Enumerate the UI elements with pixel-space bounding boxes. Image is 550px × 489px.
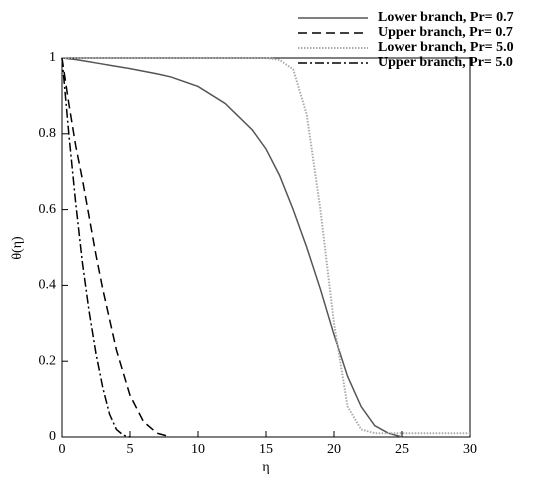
series-line bbox=[61, 57, 172, 438]
legend-label: Upper branch, Pr= 5.0 bbox=[378, 55, 513, 70]
y-tick-label: 0 bbox=[49, 429, 56, 444]
x-tick-label: 0 bbox=[59, 442, 66, 457]
x-tick-label: 10 bbox=[191, 442, 205, 457]
series-line bbox=[62, 57, 470, 435]
y-tick-label: 0.6 bbox=[39, 202, 57, 217]
series-line bbox=[61, 57, 403, 438]
legend-label: Lower branch, Pr= 0.7 bbox=[378, 10, 514, 25]
y-tick-label: 1 bbox=[49, 50, 56, 65]
legend-label: Upper branch, Pr= 0.7 bbox=[378, 25, 513, 40]
x-tick-label: 30 bbox=[463, 442, 477, 457]
y-axis-label: θ(η) bbox=[10, 236, 25, 260]
x-axis-label: η bbox=[262, 460, 269, 475]
x-tick-label: 15 bbox=[259, 442, 273, 457]
x-tick-label: 20 bbox=[327, 442, 341, 457]
y-tick-label: 0.8 bbox=[39, 126, 57, 141]
x-tick-label: 5 bbox=[127, 442, 134, 457]
y-tick-label: 0.2 bbox=[39, 353, 57, 368]
plot-frame bbox=[61, 57, 471, 438]
x-tick-label: 25 bbox=[395, 442, 409, 457]
legend-label: Lower branch, Pr= 5.0 bbox=[378, 40, 514, 55]
y-tick-label: 0.4 bbox=[39, 278, 57, 293]
series-line bbox=[61, 57, 131, 438]
